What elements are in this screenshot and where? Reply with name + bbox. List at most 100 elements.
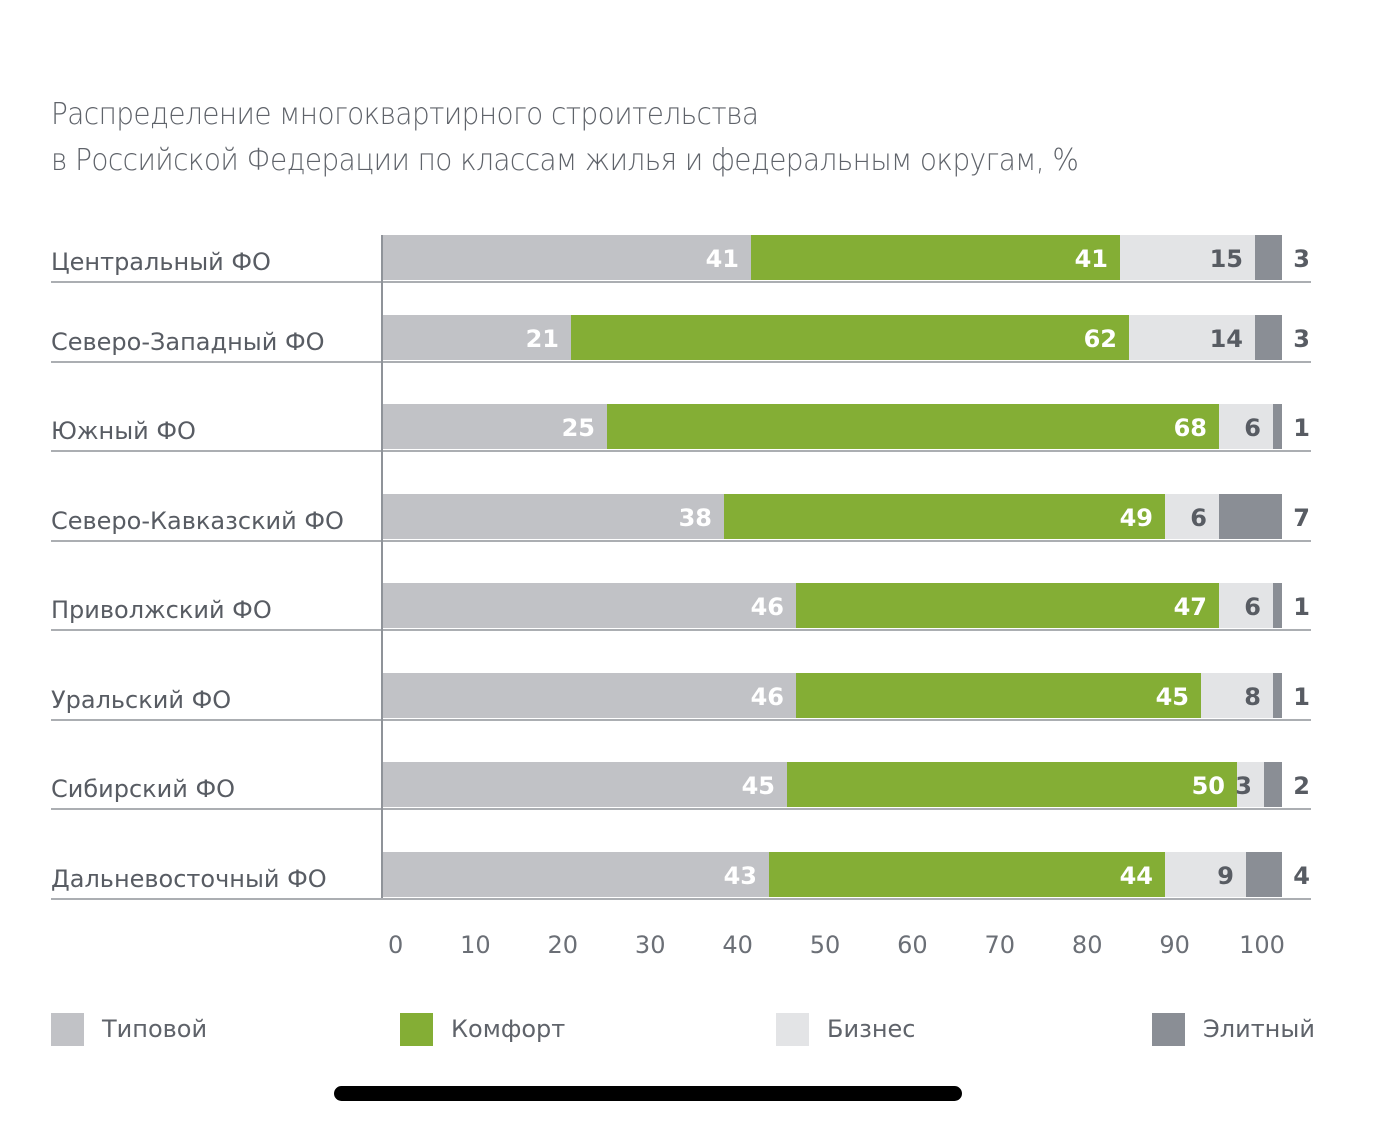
category-label: Сибирский ФО bbox=[51, 775, 235, 803]
value-label-elite: 2 bbox=[1293, 772, 1310, 800]
bar-row: Приволжский ФО 46 47 6 1 bbox=[51, 583, 1311, 631]
bar-row: Южный ФО 25 68 6 1 bbox=[51, 404, 1311, 452]
value-label-business: 6 bbox=[1244, 593, 1261, 621]
value-label-elite: 7 bbox=[1293, 504, 1310, 532]
legend-item-comfort: Комфорт bbox=[400, 1012, 565, 1046]
rows-layer: Центральный ФО 41 41 15 3 Северо-Западный ФО 2… bbox=[51, 235, 1311, 900]
bar-segment-comfort bbox=[751, 235, 1120, 280]
value-label-typical: 25 bbox=[562, 414, 595, 442]
x-tick-label: 80 bbox=[1072, 931, 1103, 959]
value-label-typical: 41 bbox=[706, 245, 739, 273]
bar-segment-elite bbox=[1255, 235, 1282, 280]
value-label-business: 15 bbox=[1210, 245, 1243, 273]
bar-row: Уральский ФО 46 45 8 1 bbox=[51, 673, 1311, 721]
bar-segment-business bbox=[1165, 852, 1246, 897]
bar-segment-business bbox=[1120, 235, 1255, 280]
value-label-typical: 46 bbox=[751, 683, 784, 711]
value-label-elite: 4 bbox=[1293, 862, 1310, 890]
x-tick-label: 70 bbox=[985, 931, 1016, 959]
x-tick-label: 30 bbox=[635, 931, 666, 959]
bar-row: Северо-Кавказский ФО 38 49 6 7 bbox=[51, 494, 1311, 542]
x-tick-label: 20 bbox=[548, 931, 579, 959]
bar-segment-comfort bbox=[769, 852, 1165, 897]
bar-segment-elite bbox=[1255, 315, 1282, 360]
value-label-business: 3 bbox=[1235, 772, 1252, 800]
bar-segment-comfort bbox=[571, 315, 1129, 360]
category-label: Северо-Западный ФО bbox=[51, 328, 325, 356]
legend-label-typical: Типовой bbox=[102, 1015, 208, 1043]
category-label: Северо-Кавказский ФО bbox=[51, 507, 344, 535]
stacked-bar-chart: Центральный ФО 41 41 15 3 Северо-Западный ФО 2… bbox=[51, 235, 1311, 959]
bar-row: Сибирский ФО 45 50 3 2 bbox=[51, 762, 1311, 810]
value-label-comfort: 44 bbox=[1120, 862, 1153, 890]
legend-item-business: Бизнес bbox=[776, 1012, 915, 1046]
x-tick-label: 60 bbox=[897, 931, 928, 959]
category-label: Центральный ФО bbox=[51, 248, 271, 276]
bar-segment-business bbox=[1129, 315, 1255, 360]
value-label-typical: 46 bbox=[751, 593, 784, 621]
category-label: Приволжский ФО bbox=[51, 596, 272, 624]
bar-segment-typical bbox=[382, 852, 769, 897]
x-tick-label: 10 bbox=[460, 931, 491, 959]
bar-row: Центральный ФО 41 41 15 3 bbox=[51, 235, 1311, 283]
legend-item-typical: Типовой bbox=[51, 1012, 207, 1046]
value-label-elite: 3 bbox=[1293, 245, 1310, 273]
bar-segment-typical bbox=[382, 235, 751, 280]
bar-segment-elite bbox=[1246, 852, 1282, 897]
legend-swatch-typical bbox=[51, 1012, 84, 1046]
bar-row: Северо-Западный ФО 21 62 14 3 bbox=[51, 315, 1311, 363]
legend-label-comfort: Комфорт bbox=[451, 1015, 566, 1043]
x-tick-label: 50 bbox=[810, 931, 841, 959]
bar-segment-typical bbox=[382, 583, 796, 628]
bar-segment-elite bbox=[1273, 583, 1282, 628]
bar-segment-typical bbox=[382, 315, 571, 360]
bar-segment-typical bbox=[382, 404, 607, 449]
bar-segment-comfort bbox=[796, 583, 1219, 628]
chart-title: Распределение многоквартирного строитель… bbox=[51, 92, 1079, 184]
value-label-comfort: 45 bbox=[1156, 683, 1189, 711]
bar-segment-comfort bbox=[724, 494, 1165, 539]
legend: Типовой Комфорт Бизнес Элитный bbox=[51, 1012, 1315, 1046]
bar-segment-elite bbox=[1273, 673, 1282, 718]
bar-segment-elite bbox=[1219, 494, 1282, 539]
x-tick-label: 100 bbox=[1239, 931, 1285, 959]
home-indicator-bar[interactable] bbox=[334, 1086, 962, 1101]
bar-segment-business bbox=[1165, 494, 1219, 539]
x-tick-label: 90 bbox=[1159, 931, 1190, 959]
x-tick-label: 0 bbox=[388, 931, 403, 959]
bar-segment-business bbox=[1219, 583, 1273, 628]
chart-title-line-2: в Российской Федерации по классам жилья … bbox=[51, 143, 1079, 178]
legend-swatch-elite bbox=[1152, 1012, 1185, 1046]
value-label-business: 6 bbox=[1190, 504, 1207, 532]
value-label-typical: 38 bbox=[679, 504, 712, 532]
category-label: Уральский ФО bbox=[51, 686, 231, 714]
bar-segment-typical bbox=[382, 673, 796, 718]
bar-segment-business bbox=[1201, 673, 1273, 718]
bar-segment-typical bbox=[382, 494, 724, 539]
legend-item-elite: Элитный bbox=[1152, 1012, 1315, 1046]
value-label-typical: 21 bbox=[526, 325, 559, 353]
category-label: Южный ФО bbox=[51, 417, 196, 445]
legend-swatch-comfort bbox=[400, 1012, 433, 1046]
value-label-business: 8 bbox=[1244, 683, 1261, 711]
legend-label-business: Бизнес bbox=[827, 1015, 916, 1043]
bar-row: Дальневосточный ФО 43 44 9 4 bbox=[51, 852, 1311, 900]
bar-segment-elite bbox=[1264, 762, 1282, 807]
value-label-comfort: 47 bbox=[1174, 593, 1207, 621]
bar-segment-business bbox=[1219, 404, 1273, 449]
chart-title-line-1: Распределение многоквартирного строитель… bbox=[51, 97, 759, 132]
bar-segment-typical bbox=[382, 762, 787, 807]
legend-label-elite: Элитный bbox=[1203, 1015, 1315, 1043]
bar-segment-comfort bbox=[796, 673, 1201, 718]
x-axis-ticks: 0 10 20 30 40 50 60 70 80 90 100 bbox=[388, 931, 1285, 959]
value-label-comfort: 62 bbox=[1084, 325, 1117, 353]
value-label-comfort: 50 bbox=[1192, 772, 1225, 800]
x-tick-label: 40 bbox=[722, 931, 753, 959]
legend-swatch-business bbox=[776, 1012, 809, 1046]
value-label-business: 14 bbox=[1210, 325, 1243, 353]
bar-segment-comfort bbox=[607, 404, 1219, 449]
category-label: Дальневосточный ФО bbox=[51, 865, 327, 893]
value-label-comfort: 41 bbox=[1075, 245, 1108, 273]
bar-segment-comfort bbox=[787, 762, 1237, 807]
value-label-comfort: 68 bbox=[1174, 414, 1207, 442]
